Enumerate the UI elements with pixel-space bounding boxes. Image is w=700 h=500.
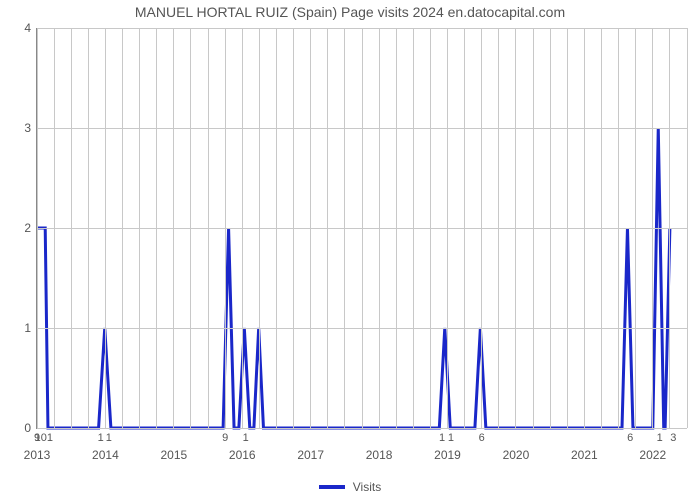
value-label: 1: [243, 428, 249, 444]
value-label: 6: [627, 428, 633, 444]
x-tick-label: 2021: [571, 428, 598, 462]
chart-container: MANUEL HORTAL RUIZ (Spain) Page visits 2…: [0, 0, 700, 500]
y-tick-label: 4: [24, 21, 37, 35]
chart-title: MANUEL HORTAL RUIZ (Spain) Page visits 2…: [0, 4, 700, 20]
chart-legend: Visits: [0, 480, 700, 494]
value-label: 101: [35, 428, 53, 444]
y-tick-label: 3: [24, 121, 37, 135]
x-tick-label: 2018: [366, 428, 393, 462]
y-tick-label: 1: [24, 321, 37, 335]
value-label: 1: [657, 428, 663, 444]
y-gridline: [37, 28, 687, 29]
y-gridline: [37, 128, 687, 129]
y-gridline: [37, 228, 687, 229]
legend-label: Visits: [353, 480, 381, 494]
value-label: 1: [439, 428, 445, 444]
value-label: 9: [222, 428, 228, 444]
x-tick-label: 2020: [503, 428, 530, 462]
plot-area: 0123420132014201520162017201820192020202…: [36, 28, 687, 429]
x-tick-label: 2015: [160, 428, 187, 462]
y-gridline: [37, 328, 687, 329]
value-label: 1: [448, 428, 454, 444]
value-label: 6: [479, 428, 485, 444]
legend-swatch: [319, 485, 345, 489]
x-tick-label: 2017: [297, 428, 324, 462]
y-tick-label: 2: [24, 221, 37, 235]
value-label: 3: [670, 428, 676, 444]
value-label: 1: [98, 428, 104, 444]
value-label: 1: [106, 428, 112, 444]
